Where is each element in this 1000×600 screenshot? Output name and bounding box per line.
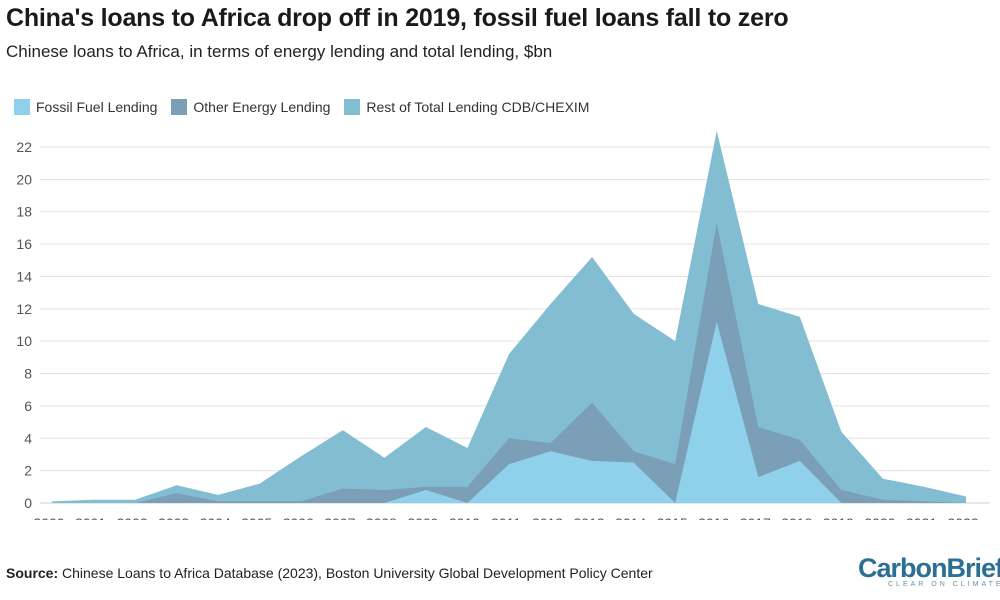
x-tick-label: 2002 (117, 515, 148, 520)
legend-swatch-other-energy (171, 99, 188, 115)
chart-subtitle: Chinese loans to Africa, in terms of ene… (6, 42, 553, 61)
legend-item-other-energy: Other Energy Lending (171, 99, 330, 115)
x-tick-label: 2014 (615, 515, 646, 520)
x-tick-label: 2010 (449, 515, 480, 520)
x-tick-label: 2020 (864, 515, 895, 520)
logo-brief: Brief (946, 553, 1000, 583)
x-tick-label: 2000 (33, 515, 64, 520)
legend-label-other-energy: Other Energy Lending (193, 99, 331, 115)
x-tick-label: 2009 (407, 515, 438, 520)
source-note: Source: Chinese Loans to Africa Database… (6, 565, 653, 581)
y-tick-label: 14 (16, 268, 32, 284)
source-label: Source: (6, 565, 59, 581)
x-axis-ticks: 2000 2001 2002 2003 2004 2005 2006 2007 2008 2009… (33, 515, 978, 520)
y-tick-label: 10 (16, 333, 32, 349)
x-tick-label: 2004 (200, 515, 231, 520)
areas (52, 130, 966, 504)
y-tick-label: 12 (16, 301, 32, 317)
y-tick-label: 22 (16, 139, 32, 155)
legend-label-rest-total: Rest of Total Lending CDB/CHEXIM (366, 99, 590, 115)
legend-label-fossil: Fossil Fuel Lending (36, 99, 158, 115)
y-tick-label: 20 (16, 171, 32, 187)
logo-tagline: CLEAR ON CLIMATE (888, 581, 1000, 588)
x-tick-label: 2017 (740, 515, 771, 520)
x-tick-label: 2016 (698, 515, 729, 520)
x-tick-label: 2003 (158, 515, 189, 520)
x-tick-label: 2012 (532, 515, 563, 520)
y-tick-label: 6 (24, 398, 32, 414)
legend: Fossil Fuel Lending Other Energy Lending… (14, 97, 603, 117)
x-tick-label: 2006 (283, 515, 314, 520)
logo-wordmark: CarbonBrief (858, 553, 1000, 583)
chart-title: China's loans to Africa drop off in 2019… (6, 4, 789, 32)
x-tick-label: 2007 (324, 515, 355, 520)
y-tick-label: 4 (24, 430, 32, 446)
x-tick-label: 2008 (366, 515, 397, 520)
y-axis-ticks: 0 2 4 6 8 10 12 14 16 18 20 22 (16, 139, 32, 511)
source-text: Chinese Loans to Africa Database (2023),… (58, 565, 653, 581)
x-tick-label: 2021 (906, 515, 937, 520)
x-tick-label: 2015 (657, 515, 688, 520)
x-tick-label: 2018 (781, 515, 812, 520)
legend-swatch-rest-total (344, 99, 361, 115)
x-tick-label: 2001 (75, 515, 106, 520)
logo-carbon: Carbon (858, 553, 947, 583)
x-tick-label: 2019 (823, 515, 854, 520)
legend-item-rest-total: Rest of Total Lending CDB/CHEXIM (344, 99, 589, 115)
x-tick-label: 2005 (241, 515, 272, 520)
x-tick-label: 2013 (574, 515, 605, 520)
carbon-brief-logo: CarbonBrief CLEAR ON CLIMATE (858, 553, 1000, 599)
legend-swatch-fossil (14, 99, 30, 115)
y-tick-label: 0 (24, 495, 32, 511)
y-tick-label: 8 (24, 366, 32, 382)
y-tick-label: 16 (16, 236, 32, 252)
area-fossil-fuel-lending (52, 321, 966, 503)
x-tick-label: 2011 (491, 515, 521, 520)
y-tick-label: 2 (24, 463, 32, 479)
y-tick-label: 18 (16, 204, 32, 220)
legend-item-fossil: Fossil Fuel Lending (14, 99, 157, 115)
